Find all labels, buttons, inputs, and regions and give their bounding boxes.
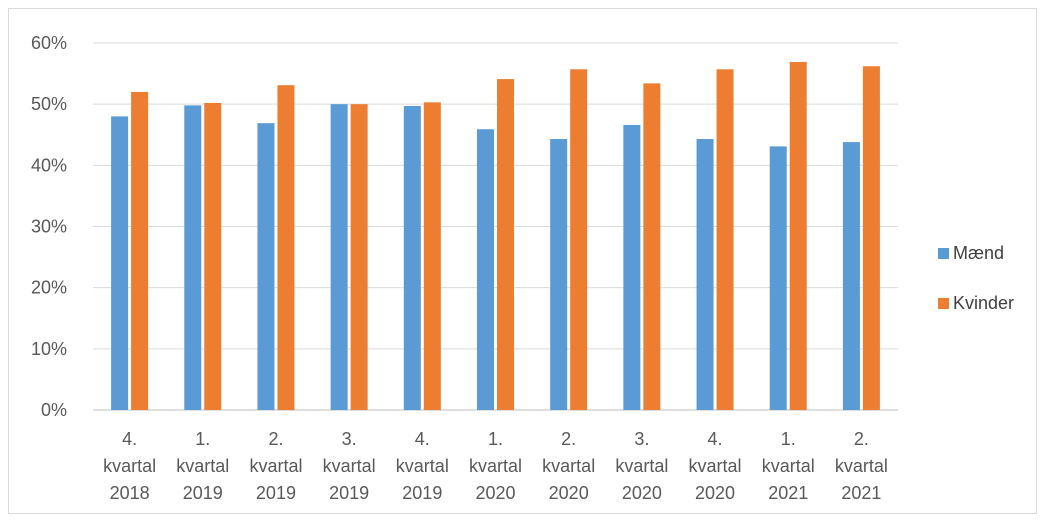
bar-maend	[330, 104, 348, 411]
x-tick-label: 2018	[110, 483, 150, 503]
legend-label-kvinder: Kvinder	[953, 292, 1015, 313]
x-tick-label: 2021	[841, 483, 881, 503]
x-tick-label: 2021	[768, 483, 808, 503]
x-tick-label: 2019	[329, 483, 369, 503]
x-tick-label: 3.	[342, 429, 357, 449]
x-tick-label: 2019	[256, 483, 296, 503]
legend-swatch-kvinder	[938, 297, 949, 309]
y-tick-label: 10%	[31, 339, 67, 359]
x-tick-label: 1.	[488, 429, 503, 449]
y-tick-label: 40%	[31, 155, 67, 175]
legend-swatch-maend	[938, 247, 949, 259]
x-tick-label: kvartal	[542, 456, 595, 476]
x-tick-label: 2020	[475, 483, 515, 503]
bar-maend	[842, 142, 860, 410]
x-tick-label: 2.	[854, 429, 869, 449]
x-tick-label: kvartal	[396, 456, 449, 476]
bar-maend	[403, 106, 421, 411]
x-tick-label: 4.	[122, 429, 137, 449]
bar-chart: 0% 10% 20% 30% 40% 50% 60% 4. kvartal 2018 1. kvart…	[31, 33, 898, 503]
bar-maend	[623, 124, 641, 411]
bar-kvinder	[423, 102, 441, 410]
legend-item-maend: Mænd	[938, 241, 1014, 265]
chart-frame: 0% 10% 20% 30% 40% 50% 60% 4. kvartal 2018 1. kvart…	[8, 8, 1037, 514]
x-tick-label: 2020	[695, 483, 735, 503]
x-tick-label: kvartal	[176, 456, 229, 476]
bar-maend	[477, 129, 494, 410]
x-tick-label: kvartal	[103, 456, 156, 476]
bar-maend	[111, 116, 129, 411]
bar-maend	[257, 123, 275, 411]
x-tick-label: 2019	[183, 483, 223, 503]
bar-kvinder	[350, 104, 368, 411]
y-tick-label: 0%	[41, 400, 67, 420]
bar-maend	[184, 105, 202, 410]
x-tick-label: 2.	[561, 429, 576, 449]
x-tick-label: 1.	[781, 429, 796, 449]
bar-kvinder	[643, 83, 661, 411]
x-tick-label: kvartal	[323, 456, 376, 476]
x-tick-label: kvartal	[689, 456, 742, 476]
x-tick-label: kvartal	[835, 456, 888, 476]
x-tick-label: 4.	[415, 429, 430, 449]
legend: Mænd Kvinder	[938, 241, 1014, 341]
bar-kvinder	[862, 66, 880, 410]
x-tick-label: 2019	[402, 483, 442, 503]
bar-kvinder	[570, 69, 588, 410]
x-tick-label: kvartal	[249, 456, 302, 476]
bar-kvinder	[789, 61, 807, 410]
x-tick-label: 3.	[634, 429, 649, 449]
y-tick-label: 20%	[31, 278, 67, 298]
bar-maend	[769, 146, 787, 410]
legend-label-maend: Mænd	[953, 242, 1005, 263]
bar-kvinder	[716, 69, 734, 410]
y-tick-label: 60%	[31, 33, 67, 53]
y-tick-label: 50%	[31, 94, 67, 114]
x-tick-label: 2020	[622, 483, 662, 503]
x-tick-label: kvartal	[469, 456, 522, 476]
bar-maend	[696, 139, 714, 410]
x-tick-label: 2020	[549, 483, 589, 503]
x-tick-label: 4.	[708, 429, 723, 449]
x-tick-label: kvartal	[615, 456, 668, 476]
x-tick-label: 2.	[268, 429, 283, 449]
y-tick-label: 30%	[31, 217, 67, 237]
bar-kvinder	[204, 102, 222, 411]
legend-item-kvinder: Kvinder	[938, 291, 1014, 315]
bar-kvinder	[497, 79, 514, 411]
x-tick-label: 1.	[195, 429, 210, 449]
bar-maend	[550, 139, 568, 410]
x-tick-label: kvartal	[762, 456, 815, 476]
bar-kvinder	[277, 85, 295, 410]
bar-kvinder	[131, 91, 149, 410]
